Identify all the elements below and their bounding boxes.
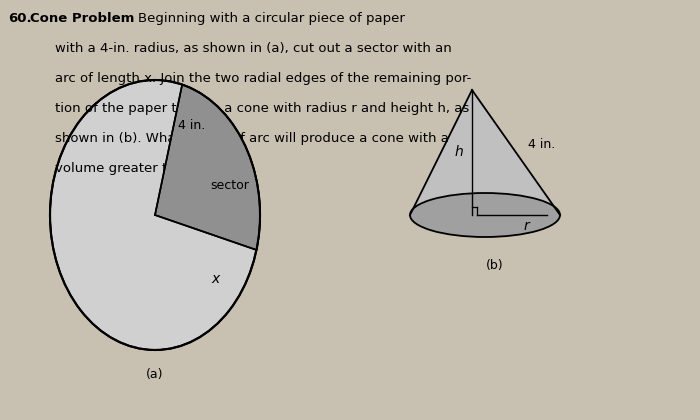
Ellipse shape [410,193,560,237]
Text: r: r [524,219,529,233]
Text: Cone Problem: Cone Problem [30,12,134,25]
Text: 4 in.: 4 in. [178,119,206,132]
Text: arc of length x. Join the two radial edges of the remaining por-: arc of length x. Join the two radial edg… [55,72,471,85]
Text: sector: sector [210,179,249,192]
Polygon shape [155,84,260,250]
Polygon shape [410,90,560,215]
Text: x: x [211,272,220,286]
Text: 4 in.: 4 in. [528,137,555,150]
Text: with a 4-in. radius, as shown in (a), cut out a sector with an: with a 4-in. radius, as shown in (a), cu… [55,42,452,55]
Text: (b): (b) [486,259,504,272]
Text: volume greater than 21 in.³?: volume greater than 21 in.³? [55,162,246,175]
Text: h: h [454,145,463,160]
Ellipse shape [50,80,260,350]
Text: 60.: 60. [8,12,32,25]
Text: Beginning with a circular piece of paper: Beginning with a circular piece of paper [138,12,405,25]
Text: (a): (a) [146,368,164,381]
Text: tion of the paper to form a cone with radius r and height h, as: tion of the paper to form a cone with ra… [55,102,469,115]
Text: shown in (b). What length of arc will produce a cone with a: shown in (b). What length of arc will pr… [55,132,449,145]
